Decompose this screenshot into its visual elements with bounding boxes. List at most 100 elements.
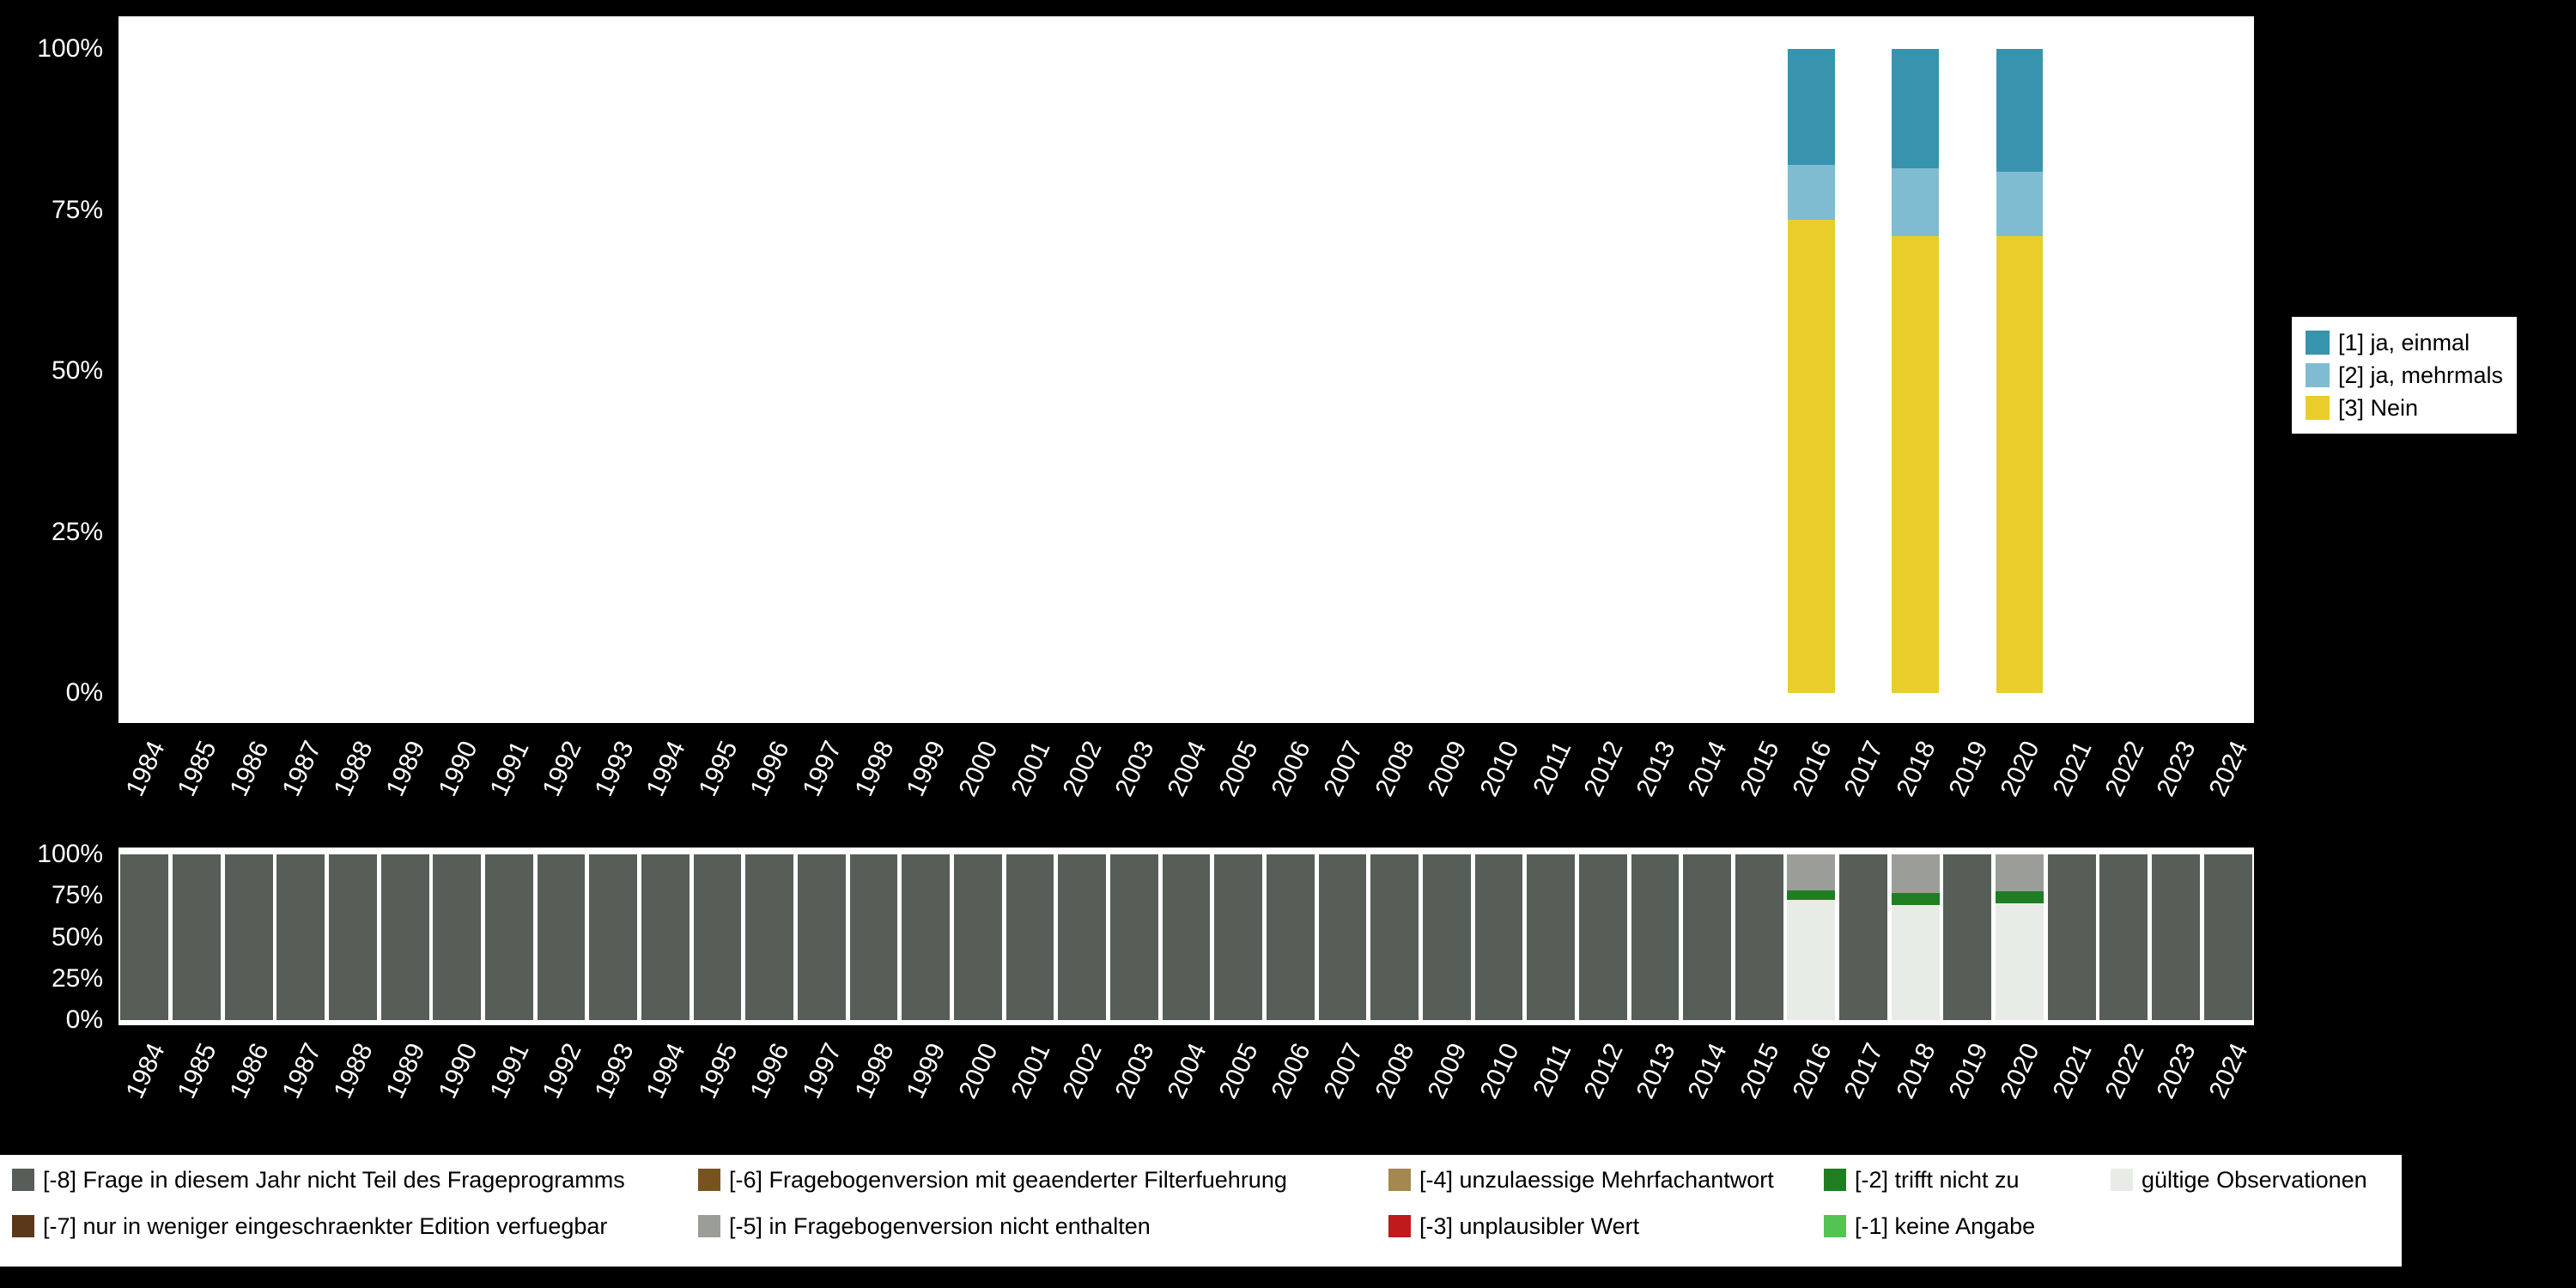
- stacked-bar-1998: [849, 854, 898, 1020]
- x-tick-label: 2013: [1631, 1039, 1681, 1103]
- bottom-chart-x-axis: 1984 1985 1986 1987 1988 1989 1990 1991 1992 1993…: [118, 1032, 2254, 1152]
- bar-segment: [1058, 854, 1107, 1020]
- x-tick-label: 2015: [1735, 1039, 1785, 1103]
- x-tick-label: 2004: [1162, 737, 1212, 801]
- x-tick-label: 1996: [745, 737, 796, 801]
- x-tick-label: 2010: [1474, 1039, 1525, 1103]
- x-tick-label: 2018: [1891, 1039, 1941, 1103]
- top-chart-x-axis: 1984 1985 1986 1987 1988 1989 1990 1991 1992 1993…: [118, 730, 2254, 850]
- x-tick-label: 1986: [224, 737, 275, 801]
- bar-segment: [1891, 893, 1940, 905]
- bar-segment: [693, 854, 742, 1020]
- x-tick-label: 1987: [276, 737, 327, 801]
- y-tick-label: 100%: [37, 34, 103, 63]
- x-tick-label: 2004: [1162, 1039, 1212, 1103]
- legend-swatch: [2306, 396, 2330, 420]
- bar-segment: [1787, 900, 1836, 1020]
- stacked-bar-2023: [2152, 854, 2200, 1020]
- stacked-bar-2003: [1109, 854, 1158, 1020]
- x-tick-label: 2008: [1370, 737, 1421, 801]
- x-tick-label: 1999: [902, 1039, 952, 1103]
- bar-segment: [1996, 49, 2044, 172]
- bar-segment: [1943, 854, 1992, 1020]
- stacked-bar-1989: [380, 854, 429, 1020]
- legend-label: [1] ja, einmal: [2338, 329, 2470, 355]
- stacked-bar-1984: [120, 854, 169, 1020]
- bar-segment: [1891, 904, 1940, 1020]
- stacked-bar-2014: [1683, 854, 1731, 1020]
- y-tick-label: 50%: [51, 356, 103, 385]
- x-tick-label: 2002: [1057, 737, 1109, 801]
- x-tick-label: 2000: [953, 737, 1004, 801]
- legend-item: [-7] nur in weniger eingeschraenkter Edi…: [12, 1213, 625, 1239]
- stacked-bar-2007: [1318, 854, 1367, 1020]
- x-tick-label: 1984: [120, 737, 171, 801]
- legend-swatch: [1824, 1169, 1846, 1191]
- bar-segment: [2047, 854, 2096, 1020]
- legend-item: [2] ja, mehrmals: [2306, 361, 2503, 389]
- legend-label: [-1] keine Angabe: [1855, 1212, 2036, 1239]
- x-tick-label: 2023: [2151, 1039, 2202, 1103]
- bar-segment: [1996, 171, 2044, 236]
- missings-chart-plot: [118, 848, 2254, 1025]
- x-tick-label: 2011: [1527, 1039, 1577, 1102]
- bar-segment: [120, 854, 169, 1020]
- x-tick-label: 2012: [1578, 737, 1629, 801]
- bar-segment: [1788, 219, 1835, 693]
- bar-segment: [589, 854, 638, 1020]
- stacked-bar-2017: [1839, 854, 1887, 1020]
- bar-segment: [1578, 854, 1627, 1020]
- bar-segment: [797, 854, 846, 1020]
- x-tick-label: 1984: [120, 1039, 171, 1103]
- legend-label: [-5] in Fragebogenversion nicht enthalte…: [729, 1212, 1151, 1239]
- stacked-bar-2024: [2203, 854, 2252, 1020]
- stacked-bar-1995: [693, 854, 742, 1020]
- bar-segment: [1735, 854, 1783, 1020]
- x-tick-label: 1995: [693, 737, 744, 801]
- x-tick-label: 1996: [745, 1039, 796, 1103]
- x-tick-label: 1991: [484, 1039, 535, 1103]
- stacked-bar-1990: [433, 854, 482, 1020]
- bar-segment: [1527, 854, 1575, 1020]
- bar-segment: [380, 854, 429, 1020]
- stacked-bar-2012: [1578, 854, 1627, 1020]
- x-tick-label: 2009: [1422, 737, 1473, 801]
- x-tick-label: 1994: [641, 737, 691, 801]
- x-tick-label: 1997: [797, 1039, 848, 1103]
- legend-item: gültige Observationen: [2111, 1167, 2367, 1193]
- x-tick-label: 1989: [380, 737, 431, 801]
- frequency-legend: [1] ja, einmal [2] ja, mehrmals [3] Nein: [2292, 317, 2518, 434]
- legend-item: [-3] unplausibler Wert: [1388, 1213, 1774, 1239]
- x-tick-label: 2009: [1422, 1039, 1473, 1103]
- stacked-bar-1999: [902, 854, 951, 1020]
- bar-segment: [1318, 854, 1367, 1020]
- bar-segment: [1996, 235, 2044, 693]
- x-tick-label: 2020: [1995, 737, 2045, 801]
- bar-segment: [1788, 165, 1835, 220]
- bar-segment: [433, 854, 482, 1020]
- missings-legend-column: [-2] trifft nicht zu [-1] keine Angabe: [1824, 1155, 2035, 1267]
- x-tick-label: 1987: [276, 1039, 327, 1103]
- x-tick-label: 2008: [1370, 1039, 1421, 1103]
- x-tick-label: 1993: [589, 1039, 640, 1103]
- x-tick-label: 2017: [1838, 1039, 1889, 1103]
- x-tick-label: 2014: [1682, 737, 1734, 801]
- x-tick-label: 2006: [1266, 737, 1316, 801]
- stacked-bar-2004: [1162, 854, 1211, 1020]
- legend-label: [-2] trifft nicht zu: [1855, 1166, 2020, 1193]
- x-tick-label: 2001: [1005, 737, 1056, 801]
- bar-segment: [173, 854, 221, 1020]
- stacked-bar-1987: [276, 854, 325, 1020]
- stacked-bar-2000: [953, 854, 1002, 1020]
- x-tick-label: 2007: [1318, 1039, 1369, 1103]
- legend-label: [3] Nein: [2338, 394, 2419, 421]
- x-tick-label: 1994: [641, 1039, 691, 1103]
- missings-legend-column: gültige Observationen: [2111, 1155, 2367, 1267]
- stacked-bar-1988: [329, 854, 377, 1020]
- bar-segment: [641, 854, 690, 1020]
- frequency-chart-plot: [118, 16, 2254, 723]
- x-tick-label: 1986: [224, 1039, 275, 1103]
- stacked-bar-2020: [1996, 49, 2044, 693]
- stacked-bar-2011: [1527, 854, 1575, 1020]
